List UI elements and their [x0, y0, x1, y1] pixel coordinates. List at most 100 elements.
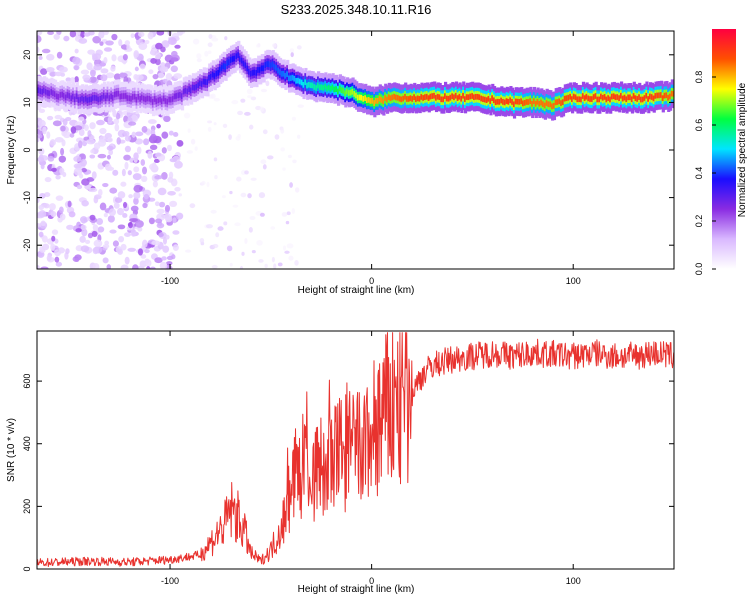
ridge-cell [442, 96, 446, 103]
noise-cell [270, 226, 276, 230]
noise-cell [256, 239, 263, 246]
noise-cell [76, 184, 83, 190]
ridge-cell [416, 95, 420, 102]
ridge-cell [629, 94, 633, 101]
noise-cell [189, 203, 196, 209]
ridge-cell [240, 57, 245, 64]
noise-cell [228, 134, 232, 140]
noise-cell [61, 130, 67, 137]
x-tick-label: -100 [161, 576, 179, 586]
noise-cell [256, 44, 261, 48]
noise-cell [229, 262, 233, 267]
noise-cell [161, 147, 167, 154]
ridge-cell [489, 98, 493, 104]
ridge-cell [197, 82, 201, 89]
noise-cell [159, 261, 168, 269]
noise-cell [127, 170, 132, 176]
noise-cell [236, 176, 242, 182]
noise-cell [118, 39, 123, 47]
noise-cell [172, 244, 179, 252]
noise-cell [78, 116, 85, 122]
ridge-cell [661, 95, 665, 101]
noise-cell [51, 235, 56, 242]
noise-cell [120, 264, 129, 269]
noise-cell [89, 154, 96, 159]
ridge-cell [398, 95, 402, 102]
noise-cell [86, 62, 93, 71]
ridge-cell [235, 53, 239, 60]
noise-cell [132, 264, 139, 269]
ridge-cell [502, 99, 506, 105]
ridge-cell [317, 82, 321, 89]
noise-cell [146, 266, 151, 269]
noise-cell [208, 94, 214, 99]
ridge-cell [396, 94, 401, 101]
noise-cell [118, 235, 125, 243]
spectrogram-ridge [37, 40, 674, 121]
ridge-cell [331, 84, 335, 91]
ridge-cell [665, 92, 669, 99]
noise-cell [297, 104, 304, 108]
ridge-cell [507, 99, 511, 105]
noise-cell [241, 251, 245, 256]
ridge-cell [90, 96, 94, 103]
ridge-cell [353, 91, 357, 97]
noise-cell [69, 133, 75, 138]
noise-cell [167, 190, 176, 196]
noise-cell [38, 231, 44, 238]
noise-cell [56, 51, 63, 59]
ridge-cell [304, 79, 308, 86]
ridge-cell [520, 98, 524, 105]
noise-cell [260, 159, 267, 165]
noise-cell [113, 118, 120, 125]
ridge-cell [61, 91, 65, 98]
noise-cell [81, 228, 88, 237]
ridge-cell [402, 95, 406, 102]
noise-cell [81, 200, 89, 207]
x-tick-label: 0 [369, 276, 374, 286]
ridge-cell [667, 94, 671, 101]
noise-cell [282, 167, 286, 171]
ridge-cell [552, 102, 557, 109]
colorbar-tick-label: 0.0 [694, 263, 704, 276]
noise-cell [162, 78, 168, 83]
noise-cell [105, 40, 114, 46]
noise-cell [78, 37, 88, 44]
ridge-cell [543, 102, 547, 109]
ridge-cell [596, 96, 600, 103]
ridge-cell [142, 95, 147, 102]
ridge-cell [465, 94, 469, 100]
ridge-cell [587, 95, 591, 102]
ridge-cell [133, 93, 137, 100]
noise-cell [162, 41, 170, 47]
ridge-cell [438, 94, 442, 101]
ridge-cell [95, 95, 99, 102]
ridge-cell [365, 97, 370, 104]
ridge-cell [231, 56, 235, 62]
noise-cell [141, 126, 148, 133]
ridge-cell [447, 95, 451, 102]
noise-cell [123, 154, 131, 161]
ridge-cell [358, 94, 362, 101]
noise-cell [289, 182, 293, 188]
noise-cell [53, 33, 60, 40]
noise-cell [73, 167, 83, 176]
ridge-cell [389, 95, 393, 102]
noise-cell [249, 124, 254, 130]
ridge-cell [182, 88, 186, 95]
ridge-cell [249, 70, 254, 77]
ridge-cell [532, 98, 537, 105]
ridge-cell [335, 86, 339, 92]
ridge-cell [242, 60, 246, 67]
noise-cell [54, 137, 64, 143]
ridge-cell [460, 95, 464, 102]
ridge-cell [509, 97, 513, 104]
noise-cell [286, 243, 294, 249]
ridge-cell [309, 82, 313, 89]
noise-cell [237, 134, 241, 138]
noise-cell [120, 181, 127, 187]
ridge-cell [159, 96, 163, 103]
noise-cell [66, 224, 74, 230]
ridge-cell [126, 95, 130, 101]
